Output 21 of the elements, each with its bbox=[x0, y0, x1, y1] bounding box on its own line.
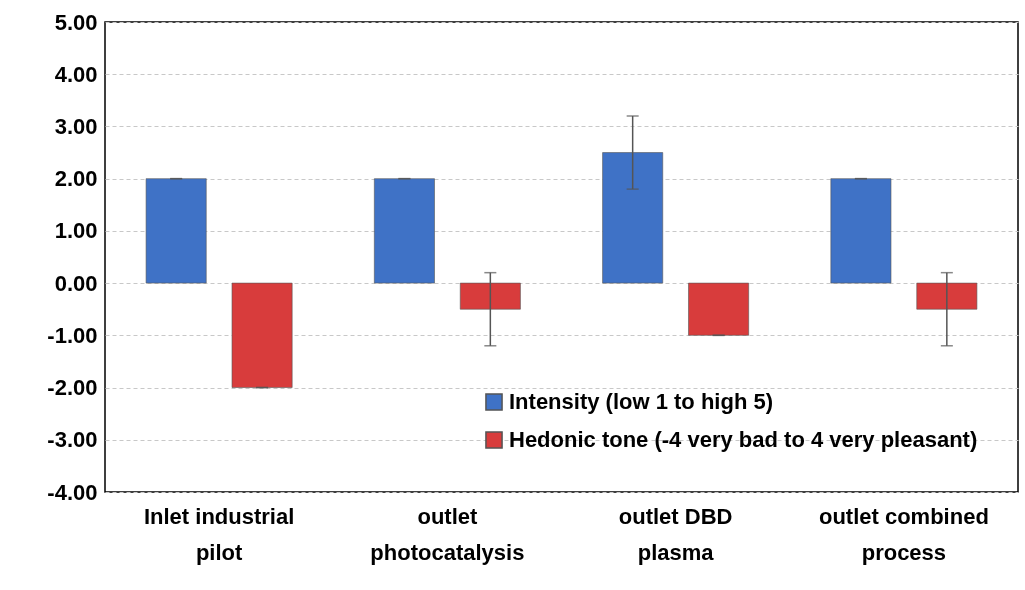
y-tick-label: 5.00 bbox=[54, 9, 98, 35]
bar bbox=[374, 178, 435, 284]
y-tick-label: 0.00 bbox=[54, 270, 98, 296]
y-tick-label: -4.00 bbox=[47, 479, 98, 505]
y-tick-label: 2.00 bbox=[54, 166, 98, 192]
legend-label: Intensity (low 1 to high 5) bbox=[509, 389, 773, 414]
y-tick-label: -1.00 bbox=[47, 322, 98, 348]
y-tick-label: -3.00 bbox=[47, 427, 98, 453]
legend-label: Hedonic tone (-4 very bad to 4 very pleasant) bbox=[509, 427, 978, 452]
x-tick-label: outlet DBD plasma bbox=[618, 503, 733, 565]
bar bbox=[830, 178, 892, 284]
bar bbox=[688, 282, 749, 336]
bar bbox=[145, 178, 207, 284]
y-tick-label: -2.00 bbox=[47, 375, 98, 401]
x-tick-label: outlet combined process bbox=[818, 503, 989, 565]
y-tick-label: 1.00 bbox=[54, 218, 98, 244]
y-tick-label: 3.00 bbox=[54, 113, 98, 139]
x-tick-label: Inlet industrial pilot bbox=[143, 503, 295, 565]
x-tick-label: outlet photocatalysis bbox=[370, 503, 525, 565]
bar bbox=[231, 282, 293, 388]
y-tick-label: 4.00 bbox=[54, 61, 98, 87]
